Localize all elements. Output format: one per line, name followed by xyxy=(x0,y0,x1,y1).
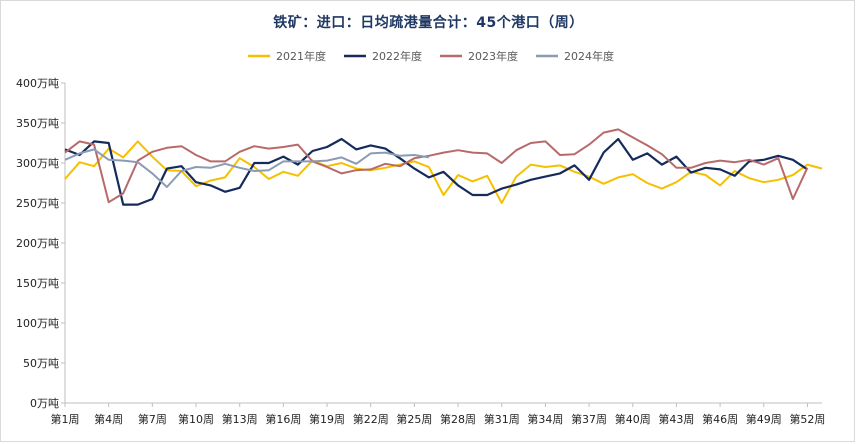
x-tick-label: 第16周 xyxy=(265,412,301,426)
x-tick-label: 第40周 xyxy=(615,412,651,426)
x-tick-label: 第7周 xyxy=(138,412,167,426)
y-tick-label: 300万吨 xyxy=(16,157,59,170)
x-tick-label: 第43周 xyxy=(658,412,694,426)
x-tick-label: 第37周 xyxy=(571,412,607,426)
legend-label: 2024年度 xyxy=(564,49,614,63)
x-tick-label: 第4周 xyxy=(94,412,123,426)
x-tick-label: 第28周 xyxy=(440,412,476,426)
x-tick-label: 第13周 xyxy=(222,412,258,426)
y-tick-label: 400万吨 xyxy=(16,77,59,90)
x-tick-label: 第1周 xyxy=(51,412,80,426)
series-line-2023 xyxy=(64,128,809,204)
x-tick-label: 第19周 xyxy=(309,412,345,426)
x-tick-label: 第34周 xyxy=(527,412,563,426)
y-tick-label: 150万吨 xyxy=(16,277,59,290)
series-line-2024 xyxy=(64,148,430,188)
y-tick-label: 350万吨 xyxy=(16,117,59,130)
x-tick-label: 第22周 xyxy=(353,412,389,426)
y-tick-label: 100万吨 xyxy=(16,317,59,330)
series-line-2021 xyxy=(64,140,823,204)
series-line-2022 xyxy=(64,137,809,206)
y-tick-label: 200万吨 xyxy=(16,237,59,250)
x-tick-label: 第49周 xyxy=(746,412,782,426)
y-tick-label: 50万吨 xyxy=(23,357,59,370)
y-tick-label: 250万吨 xyxy=(16,197,59,210)
x-tick-label: 第25周 xyxy=(396,412,432,426)
x-tick-label: 第10周 xyxy=(178,412,214,426)
legend-label: 2022年度 xyxy=(372,49,422,63)
legend-label: 2023年度 xyxy=(468,49,518,63)
x-tick-label: 第46周 xyxy=(702,412,738,426)
chart-title: 铁矿：进口：日均疏港量合计：45个港口（周） xyxy=(273,15,584,31)
x-tick-label: 第31周 xyxy=(484,412,520,426)
y-tick-label: 0万吨 xyxy=(30,397,59,410)
legend-label: 2021年度 xyxy=(276,49,326,63)
x-tick-label: 第52周 xyxy=(789,412,825,426)
